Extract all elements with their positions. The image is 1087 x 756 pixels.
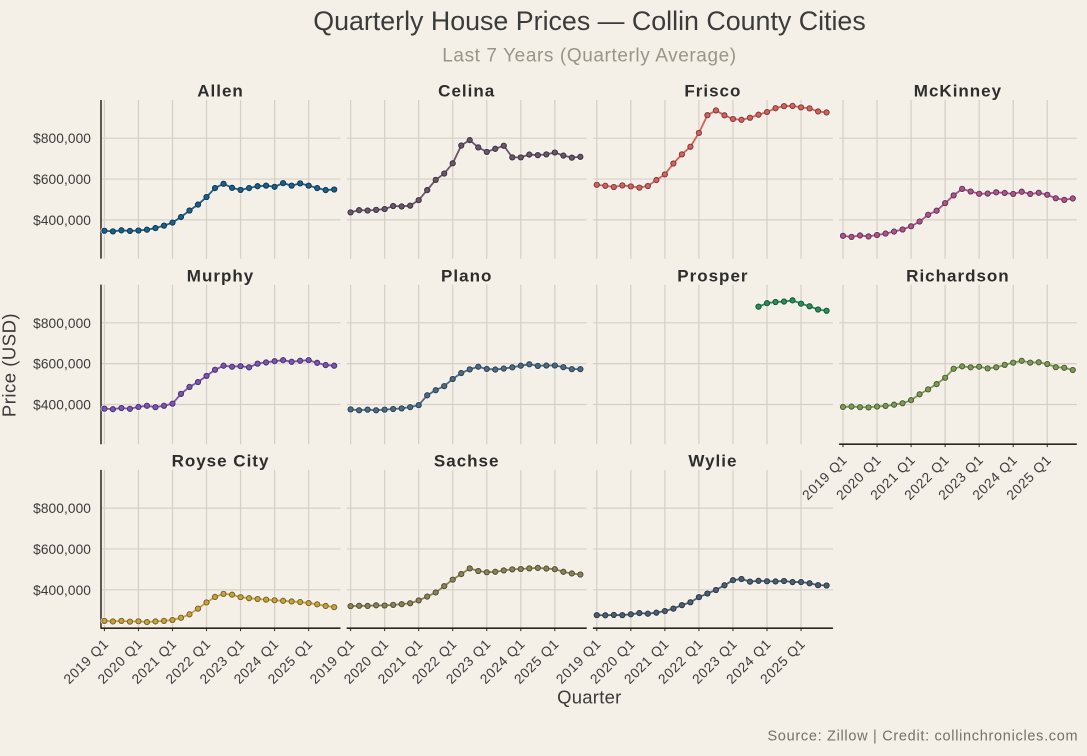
svg-text:$400,000: $400,000 bbox=[33, 213, 91, 228]
svg-text:Price (USD): Price (USD) bbox=[0, 313, 20, 417]
svg-text:$600,000: $600,000 bbox=[33, 172, 91, 187]
svg-text:$400,000: $400,000 bbox=[33, 583, 91, 598]
svg-text:Last 7 Years (Quarterly Averag: Last 7 Years (Quarterly Average) bbox=[442, 46, 737, 67]
svg-text:$800,000: $800,000 bbox=[33, 501, 91, 516]
svg-text:Quarter: Quarter bbox=[557, 687, 621, 708]
svg-text:Plano: Plano bbox=[441, 266, 492, 285]
svg-text:Royse City: Royse City bbox=[172, 452, 270, 471]
svg-text:Allen: Allen bbox=[197, 82, 244, 101]
svg-text:$800,000: $800,000 bbox=[33, 316, 91, 331]
svg-text:McKinney: McKinney bbox=[914, 82, 1002, 101]
svg-text:Wylie: Wylie bbox=[688, 452, 737, 471]
svg-text:$600,000: $600,000 bbox=[33, 357, 91, 372]
svg-text:$800,000: $800,000 bbox=[33, 131, 91, 146]
svg-text:Quarterly House Prices — Colli: Quarterly House Prices — Collin County C… bbox=[313, 6, 866, 36]
svg-text:Source: Zillow | Credit: colli: Source: Zillow | Credit: collinchronicle… bbox=[767, 729, 1078, 745]
svg-text:Sachse: Sachse bbox=[434, 452, 500, 471]
svg-text:Murphy: Murphy bbox=[187, 266, 254, 285]
svg-text:Richardson: Richardson bbox=[906, 266, 1010, 285]
svg-text:Celina: Celina bbox=[438, 82, 495, 101]
svg-text:$400,000: $400,000 bbox=[33, 398, 91, 413]
svg-text:Frisco: Frisco bbox=[684, 82, 741, 101]
svg-text:Prosper: Prosper bbox=[677, 266, 748, 285]
svg-text:$600,000: $600,000 bbox=[33, 542, 91, 557]
